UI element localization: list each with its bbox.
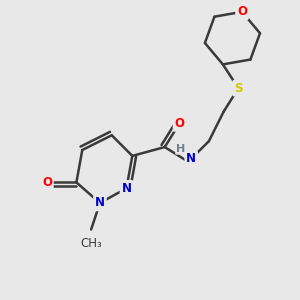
Text: O: O	[237, 5, 247, 18]
Text: H: H	[176, 143, 185, 154]
Text: S: S	[234, 82, 243, 95]
Text: O: O	[174, 117, 184, 130]
Text: N: N	[95, 196, 105, 209]
Text: N: N	[122, 182, 131, 195]
Text: CH₃: CH₃	[80, 237, 102, 250]
Text: N: N	[186, 152, 196, 165]
Text: O: O	[42, 176, 52, 189]
